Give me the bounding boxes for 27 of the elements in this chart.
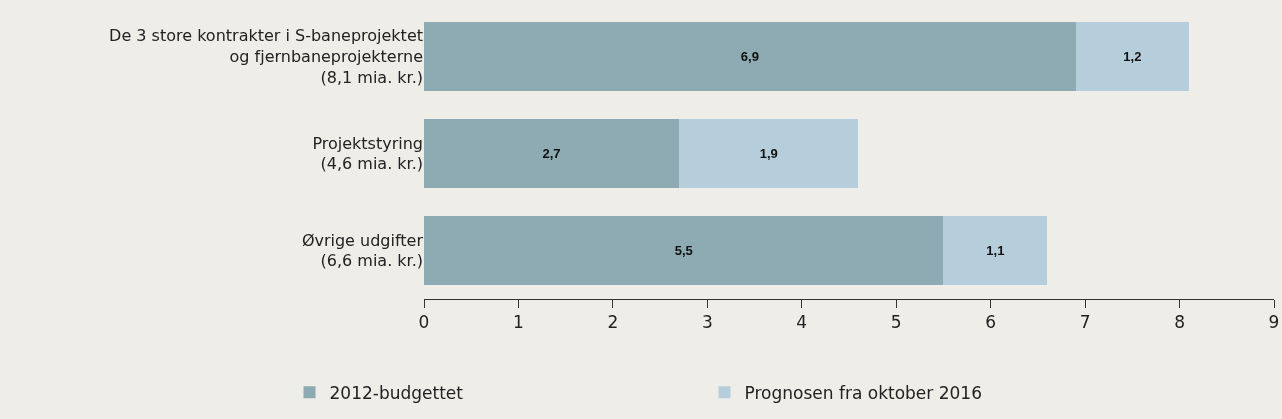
data-label: 1,1 (986, 243, 1005, 258)
x-tick-label: 0 (418, 312, 430, 333)
bar (424, 118, 679, 189)
x-tick-label: 9 (1268, 312, 1280, 333)
data-label: 1,9 (759, 146, 778, 161)
y-tick-label: Øvrige udgifter (6,6 mia. kr.) (301, 230, 424, 271)
bar (424, 215, 944, 286)
x-tick-label: 6 (985, 312, 997, 333)
data-label: 2,7 (542, 146, 561, 161)
bar (943, 215, 1048, 286)
y-tick-label: De 3 store kontrakter i S-baneprojektet og fjernbaneprojekterne (8,1 mia. kr.) (109, 26, 423, 87)
data-label: 6,9 (740, 49, 759, 64)
x-tick-label: 3 (701, 312, 713, 333)
data-label: 1,2 (1123, 49, 1142, 64)
x-tick-label: 4 (796, 312, 808, 333)
x-tick-label: 2 (607, 312, 619, 333)
x-tick-label: 5 (890, 312, 902, 333)
legend-label: 2012-budgettet (329, 382, 464, 403)
y-tick-label: Projektstyring (4,6 mia. kr.) (312, 133, 423, 174)
x-tick-label: 8 (1174, 312, 1185, 333)
x-tick-label: 7 (1079, 312, 1091, 333)
x-tick-label: 1 (513, 312, 524, 333)
bar (679, 118, 859, 189)
legend-label: Prognosen fra oktober 2016 (744, 382, 982, 403)
bar (1075, 21, 1189, 92)
data-label: 5,5 (674, 243, 693, 258)
bar (424, 21, 1076, 92)
